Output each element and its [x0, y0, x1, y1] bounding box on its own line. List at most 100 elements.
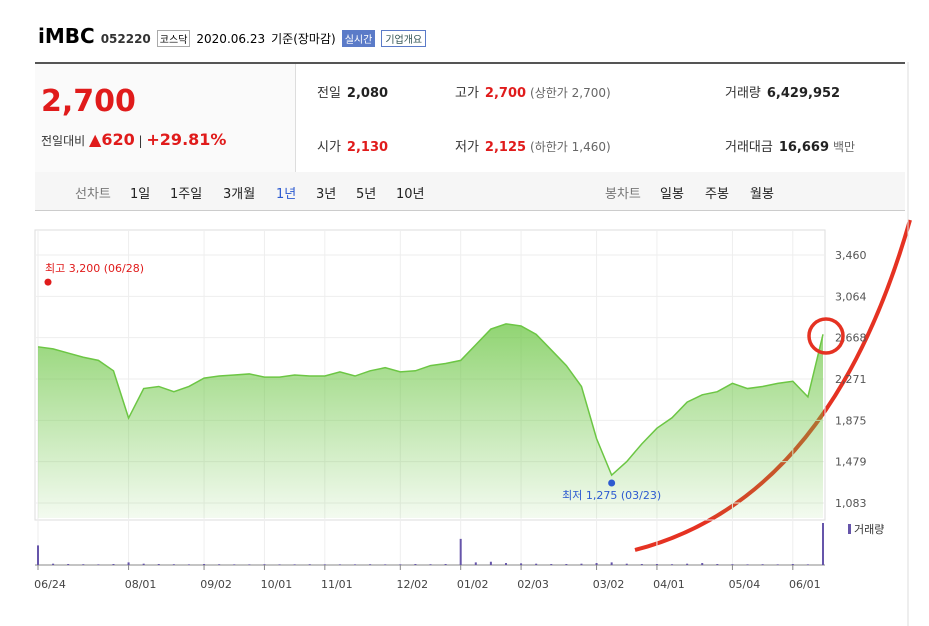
stat: 전일 2,080	[317, 82, 388, 101]
volume-bar	[565, 564, 568, 565]
volume-bar	[52, 563, 55, 565]
high-marker	[44, 278, 52, 286]
volume-bar	[248, 564, 251, 565]
x-tick-label: 03/02	[593, 578, 625, 591]
volume-bar	[731, 564, 734, 565]
tab[interactable]: 3개월	[223, 187, 256, 202]
stat-label: 전일	[317, 86, 341, 101]
stat-value: 2,700	[484, 86, 527, 101]
current-price: 2,700	[41, 84, 136, 119]
price-line	[37, 323, 824, 477]
company-button[interactable]: 기업개요	[381, 30, 427, 47]
volume-bar	[97, 564, 100, 565]
stat: 고가 2,700 (상한가 2,700)	[455, 82, 611, 101]
volume-bar	[414, 564, 417, 565]
tab[interactable]: 1년	[276, 187, 297, 202]
volume-bar	[67, 564, 70, 565]
x-tick-label: 02/03	[517, 578, 549, 591]
basis: 기준(장마감)	[271, 32, 336, 46]
volume-bar	[595, 563, 598, 565]
volume-bar	[806, 564, 809, 565]
change: 전일대비 ▲620 | +29.81%	[41, 130, 227, 149]
x-tick-label: 11/01	[321, 578, 353, 591]
volume-bar	[822, 523, 824, 565]
y-tick-label: 2,271	[835, 373, 867, 386]
volume-bar	[233, 564, 236, 565]
stat-value: 2,080	[346, 86, 389, 101]
volume-bar	[203, 564, 206, 565]
change-percent: +29.81%	[146, 130, 227, 149]
tab[interactable]: 주봉	[705, 187, 729, 202]
stat: 시가 2,130	[317, 136, 388, 155]
stat-note: 백만	[833, 140, 856, 154]
tab[interactable]: 3년	[316, 187, 337, 202]
tab[interactable]: 1주일	[170, 187, 203, 202]
stat-note: (하한가 1,460)	[530, 140, 611, 154]
highlight-circle	[807, 317, 845, 355]
volume-bar	[308, 564, 311, 565]
market: 코스닥	[156, 30, 191, 47]
low-label: 최저 1,275 (03/23)	[562, 489, 661, 502]
volume-bar	[187, 564, 190, 565]
stat-label: 거래대금	[725, 140, 773, 155]
change-value: ▲620	[89, 130, 135, 149]
tab[interactable]: 1일	[130, 187, 151, 202]
stat-value: 16,669	[778, 140, 830, 155]
header: iMBC 052220 코스닥 2020.06.23 기준(장마감) 실시간 기…	[38, 24, 427, 48]
stat: 저가 2,125 (하한가 1,460)	[455, 136, 611, 155]
volume-bar	[625, 563, 628, 565]
y-tick-label: 3,460	[835, 249, 867, 262]
summary: 2,700 전일대비 ▲620 | +29.81% 전일 2,080 고가 2,700…	[35, 62, 905, 175]
volume-bar	[218, 564, 221, 565]
realtime-button[interactable]: 실시간	[341, 30, 376, 47]
tab[interactable]: 10년	[396, 187, 425, 202]
volume-bar	[610, 562, 613, 565]
stock-name: iMBC	[38, 24, 95, 48]
volume-bar	[278, 564, 281, 565]
stat-value: 6,429,952	[766, 86, 841, 101]
stat-label: 저가	[455, 140, 479, 155]
volume-bar	[354, 564, 357, 565]
volume-bar	[655, 564, 658, 565]
annotation-arc	[634, 219, 912, 552]
x-tick-label: 04/01	[653, 578, 685, 591]
y-tick-label: 1,083	[835, 497, 867, 510]
plot-frame	[34, 229, 826, 521]
y-tick-label: 3,064	[835, 290, 867, 303]
y-tick-label: 2,668	[835, 332, 867, 345]
x-tick-label: 12/02	[396, 578, 428, 591]
volume-bar	[535, 563, 538, 565]
tab-bar: 선차트 1일 1주일 3개월 1년 3년 5년 10년 봉차트 일봉 주봉 월봉	[35, 172, 905, 211]
volume-bar	[686, 563, 689, 565]
volume-bar	[399, 564, 402, 565]
volume-bar	[701, 563, 704, 565]
stat-value: 2,130	[346, 140, 389, 155]
price-panel: 2,700 전일대비 ▲620 | +29.81%	[35, 64, 296, 174]
volume-bar	[504, 563, 507, 565]
volume-bar	[791, 564, 794, 565]
tab-group-label: 봉차트	[605, 187, 641, 202]
change-label: 전일대비	[41, 134, 86, 148]
stat: 거래대금 16,669 백만	[725, 136, 855, 155]
price-area	[38, 323, 823, 518]
volume-bar	[157, 564, 160, 565]
y-tick-label: 1,875	[835, 414, 867, 427]
high-label: 최고 3,200 (06/28)	[45, 262, 144, 275]
stat-label: 고가	[455, 86, 479, 101]
tab[interactable]: 월봉	[750, 187, 774, 202]
volume-bar	[82, 564, 85, 565]
stat: 거래량 6,429,952	[725, 82, 840, 101]
tab[interactable]: 5년	[356, 187, 377, 202]
volume-bar	[746, 564, 749, 565]
tab[interactable]: 일봉	[660, 187, 684, 202]
tab-group-label: 선차트	[75, 187, 111, 202]
low-marker	[608, 479, 616, 487]
volume-bar	[429, 564, 432, 565]
volume-bar	[761, 564, 764, 565]
volume-bar	[444, 564, 447, 565]
volume-bar	[716, 564, 719, 565]
volume-bar	[323, 564, 326, 565]
change-number: 620	[101, 130, 135, 149]
x-tick-label: 05/04	[729, 578, 761, 591]
